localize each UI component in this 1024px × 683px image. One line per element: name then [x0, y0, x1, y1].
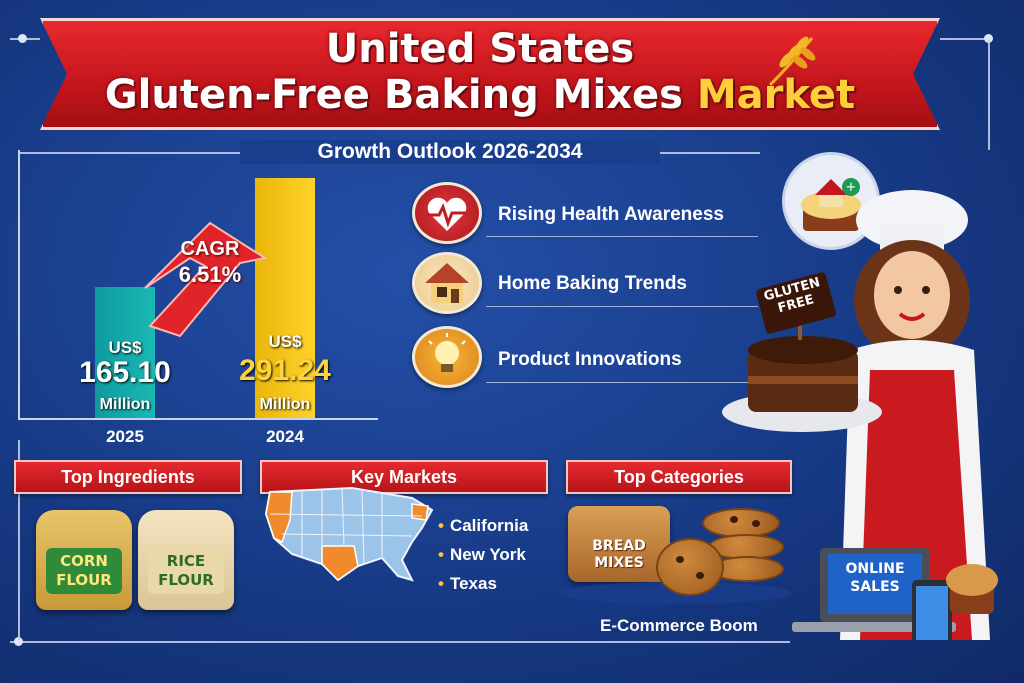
key-markets-list: • California • New York • Texas — [438, 516, 528, 603]
section-header-categories: Top Categories — [566, 460, 792, 494]
title-banner — [40, 18, 940, 130]
driver-divider — [486, 382, 758, 383]
cagr-value: 6.51% — [178, 262, 242, 287]
bar-2024 — [255, 178, 315, 418]
frame-dot — [18, 34, 27, 43]
frame-line-bottom — [10, 641, 790, 643]
rice-flour-label: RICE FLOUR — [148, 548, 224, 594]
chef-illustration — [722, 190, 998, 640]
list-item: • Texas — [438, 574, 497, 593]
bar-2025-unit: Million — [99, 396, 151, 413]
online-sales-line1: ONLINE — [845, 561, 905, 577]
cookie — [656, 538, 724, 596]
subtitle-rule-right — [650, 152, 760, 154]
frame-line-left — [18, 440, 20, 640]
list-item: • California — [438, 516, 529, 535]
frame-dot — [984, 34, 993, 43]
market-california: California — [449, 516, 529, 535]
frame-dot — [14, 637, 23, 646]
market-texas: Texas — [449, 574, 497, 593]
corn-flour-bag: CORN FLOUR — [36, 510, 132, 610]
list-item: • New York — [438, 545, 526, 564]
chocolate-chip — [752, 520, 760, 527]
heart-pulse-icon — [412, 182, 482, 244]
chocolate-chip — [730, 516, 738, 523]
section-header-ingredients: Top Ingredients — [14, 460, 242, 494]
subtitle-rule-left — [18, 152, 248, 154]
bar-2024-unit: Million — [259, 396, 311, 413]
driver-label-home-baking: Home Baking Trends — [498, 273, 687, 294]
cagr-arrow-icon — [144, 221, 268, 338]
online-sales-line2: SALES — [850, 579, 900, 595]
chart-axis-y — [18, 150, 20, 420]
lightbulb-icon — [412, 326, 482, 388]
chocolate-chip — [696, 572, 704, 579]
corn-flour-label: CORN FLOUR — [46, 548, 122, 594]
bar-2025-value: 165.10 — [79, 356, 171, 389]
chart-axis-x — [18, 418, 378, 420]
bar-2025-prefix: US$ — [108, 338, 142, 357]
rice-flour-line2: FLOUR — [158, 571, 214, 589]
bread-mix-box — [568, 506, 670, 582]
section-header-markets: Key Markets — [260, 460, 548, 494]
subtitle: Growth Outlook 2026-2034 — [240, 140, 660, 164]
us-map-icon — [264, 486, 434, 582]
bar-2024-prefix: US$ — [268, 332, 302, 351]
corn-flour-line1: CORN — [60, 552, 108, 570]
wheat-icon — [768, 36, 816, 87]
corn-flour-line2: FLOUR — [56, 571, 112, 589]
ecommerce-caption: E-Commerce Boom — [600, 616, 758, 635]
market-new-york: New York — [449, 545, 526, 564]
bread-mix-label: BREAD MIXES — [568, 538, 670, 572]
driver-divider — [486, 236, 758, 237]
driver-label-health: Rising Health Awareness — [498, 204, 724, 225]
year-2025: 2025 — [106, 427, 144, 446]
year-2024: 2024 — [266, 427, 304, 446]
house-icon — [412, 252, 482, 314]
frame-line-right — [988, 40, 990, 150]
rice-flour-bag: RICE FLOUR — [138, 510, 234, 610]
bread-mix-line1: BREAD — [592, 538, 646, 554]
chocolate-chip — [676, 556, 684, 563]
cupcake-house-badge: + — [782, 152, 880, 250]
rice-flour-line1: RICE — [166, 552, 206, 570]
page-title-line1: United States — [325, 26, 635, 72]
cagr-label: CAGR — [180, 238, 240, 260]
svg-text:+: + — [846, 180, 857, 195]
bar-2024-value: 291.24 — [239, 354, 331, 387]
frame-line-top-right — [940, 38, 990, 40]
bread-mix-line2: MIXES — [594, 555, 644, 571]
bar-2025 — [95, 287, 155, 418]
driver-divider — [486, 306, 758, 307]
online-sales-screen: ONLINE SALES — [830, 560, 920, 596]
page-title-main: Gluten-Free Baking Mixes — [104, 72, 697, 118]
driver-label-innovations: Product Innovations — [498, 349, 682, 370]
